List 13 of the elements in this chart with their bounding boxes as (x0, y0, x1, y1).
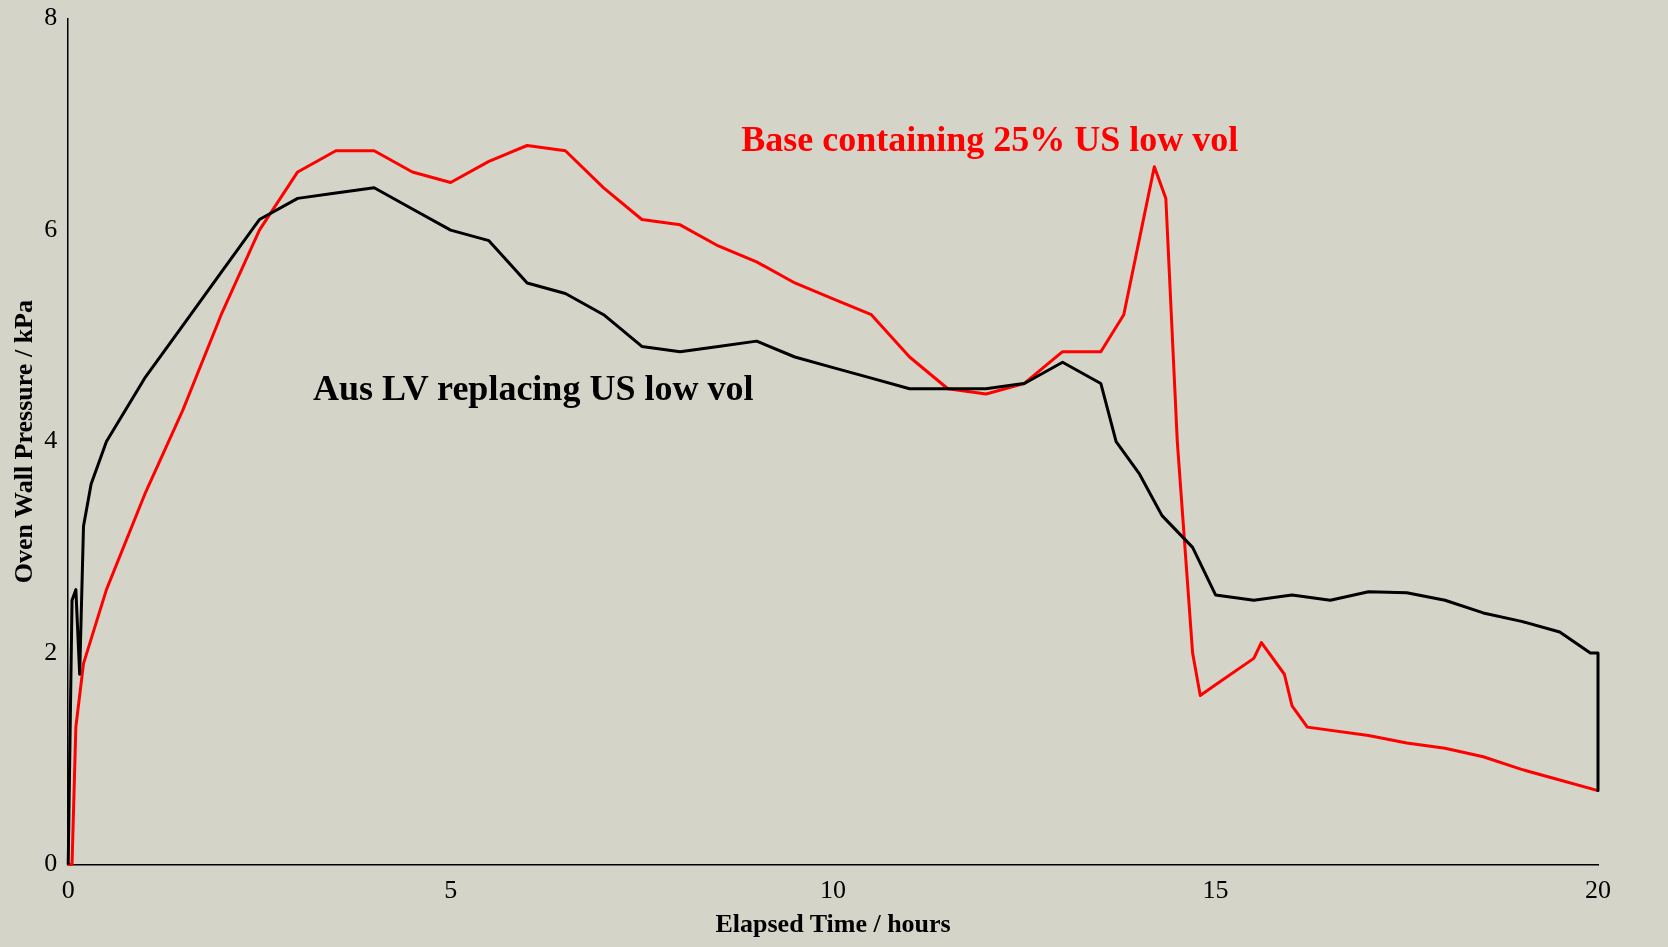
y-axis-title: Oven Wall Pressure / kPa (9, 300, 39, 584)
text: Base containing 25% US low vol (741, 118, 1239, 159)
x-tick-label: 10 (820, 875, 847, 905)
x-axis-title: Elapsed Time / hours (715, 909, 951, 939)
x-tick-label: 5 (444, 875, 458, 905)
y-tick-label: 0 (44, 848, 58, 878)
x-tick-label: 15 (1202, 875, 1229, 905)
y-tick-label: 2 (44, 636, 58, 666)
y-tick-label: 8 (44, 2, 58, 32)
y-tick-label: 4 (44, 425, 58, 455)
y-tick-label: 6 (44, 213, 58, 243)
series-label: Aus LV replacing US low vol (312, 368, 754, 409)
x-tick-label: 20 (1585, 875, 1611, 905)
